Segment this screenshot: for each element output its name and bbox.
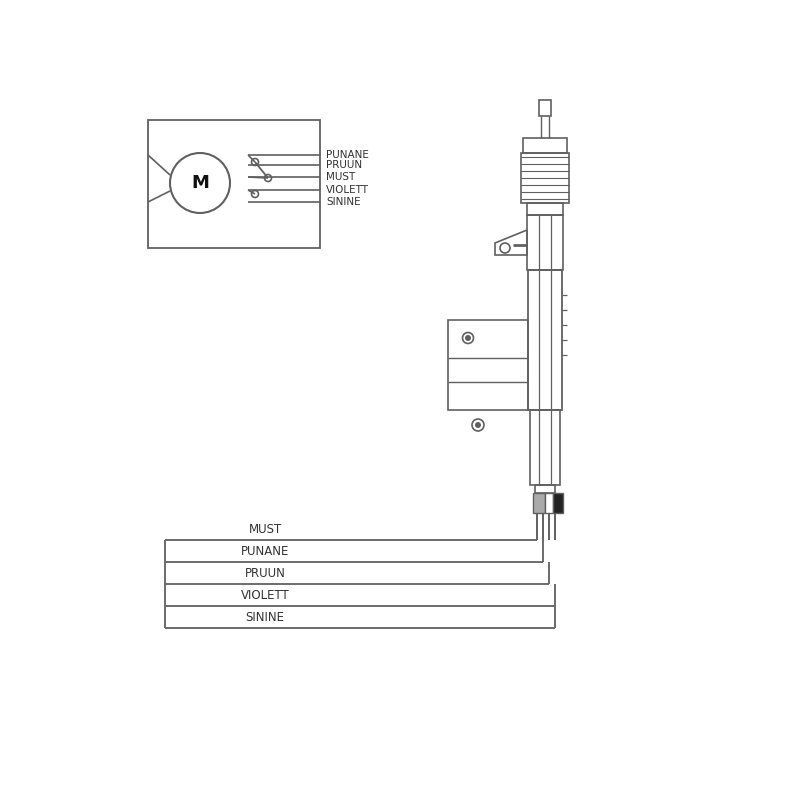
Text: PRUUN: PRUUN xyxy=(326,160,362,170)
Text: PUNANE: PUNANE xyxy=(326,150,369,160)
Bar xyxy=(553,493,563,513)
Bar xyxy=(545,493,553,513)
Circle shape xyxy=(462,333,474,343)
Bar xyxy=(535,485,555,493)
Bar xyxy=(521,153,569,203)
Text: M: M xyxy=(191,174,209,192)
Text: PUNANE: PUNANE xyxy=(241,545,289,558)
Bar xyxy=(448,320,528,410)
Bar xyxy=(148,120,320,248)
Circle shape xyxy=(472,419,484,431)
Bar xyxy=(533,493,545,513)
Bar xyxy=(539,100,551,116)
Text: SININE: SININE xyxy=(326,197,361,207)
Circle shape xyxy=(251,158,258,166)
Circle shape xyxy=(465,335,471,341)
Bar xyxy=(527,215,563,270)
Circle shape xyxy=(475,422,481,428)
Text: MUST: MUST xyxy=(326,172,355,182)
Circle shape xyxy=(500,243,510,253)
Bar xyxy=(527,203,563,215)
Bar xyxy=(528,270,562,410)
Circle shape xyxy=(265,174,271,182)
Circle shape xyxy=(251,190,258,198)
Text: MUST: MUST xyxy=(248,523,282,536)
Text: PRUUN: PRUUN xyxy=(245,567,286,580)
Bar xyxy=(523,138,567,153)
Bar xyxy=(530,410,560,485)
Text: SININE: SININE xyxy=(246,611,285,624)
Text: VIOLETT: VIOLETT xyxy=(326,185,369,195)
Text: VIOLETT: VIOLETT xyxy=(241,589,290,602)
